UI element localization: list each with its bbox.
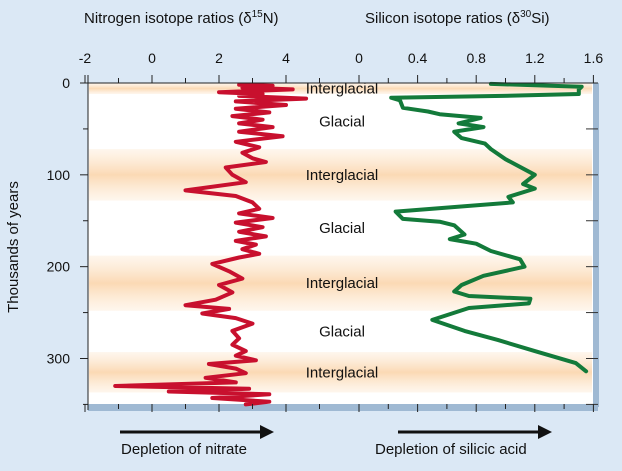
nitrogen-isotope-line [113,82,309,407]
silicon-tick-label: 1.6 [584,50,604,66]
band-interglacial [89,83,592,95]
y-axis-title: Thousands of years [5,181,22,313]
band-label-glacial: Glacial [319,323,365,340]
band-label-glacial: Glacial [319,114,365,131]
silicic-depletion-indicator: Depletion of silicic acid [375,425,552,458]
band-label-interglacial: Interglacial [306,275,379,292]
nitrogen-axis: -2 0 2 4 [79,50,320,412]
band-interglacial [89,149,592,201]
time-tick-label: 200 [47,259,71,275]
nitrate-arrow-head [260,425,274,439]
band-label-interglacial: Interglacial [306,364,379,381]
band-labels: Interglacial Glacial Interglacial Glacial In… [306,81,379,382]
silicic-depletion-label: Depletion of silicic acid [375,441,527,458]
silicon-tick-label: 0.8 [466,50,486,66]
band-label-interglacial: Interglacial [306,167,379,184]
bottom-axis-shadow [88,404,598,411]
band-label-interglacial: Interglacial [306,81,379,98]
nitrogen-tick-label: 2 [215,50,223,66]
nitrogen-axis-title: Nitrogen isotope ratios (δ15N) [84,9,279,27]
time-tick-label: 100 [47,167,71,183]
silicon-isotope-line [389,81,589,374]
nitrate-depletion-indicator: Depletion of nitrate [120,425,274,458]
band-interglacial [89,255,592,311]
right-axis-shadow [593,83,599,407]
silicon-axis: 0 0.4 0.8 1.2 1.6 [355,50,603,412]
nitrogen-tick-label: 4 [282,50,290,66]
band-label-glacial: Glacial [319,220,365,237]
time-tick-label: 300 [47,350,71,366]
silicon-tick-label: 0.4 [408,50,428,66]
silicon-tick-label: 1.2 [525,50,545,66]
silicic-arrow-head [538,425,552,439]
silicon-tick-label: 0 [355,50,363,66]
silicon-axis-title: Silicon isotope ratios (δ30Si) [365,9,550,27]
climate-bands [89,83,592,393]
nitrogen-tick-label: -2 [79,50,92,66]
nitrogen-tick-label: 0 [148,50,156,66]
time-tick-label: 0 [62,75,70,91]
data-series [113,81,589,407]
nitrate-depletion-label: Depletion of nitrate [121,441,247,458]
time-axis: 0 100 200 300 [47,75,88,405]
